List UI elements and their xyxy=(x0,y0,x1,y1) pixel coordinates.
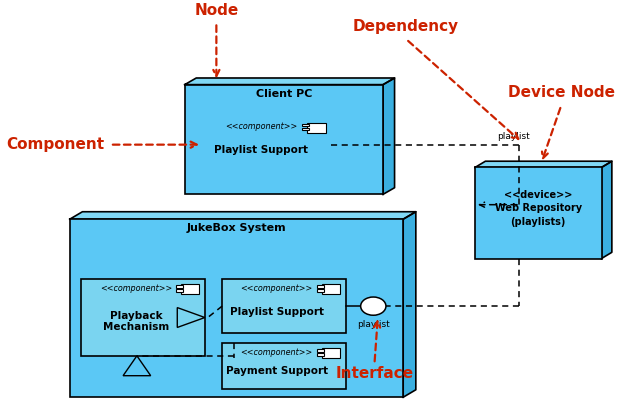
Text: Payment Support: Payment Support xyxy=(226,366,328,376)
Bar xyxy=(317,289,324,292)
Text: <<component>>: <<component>> xyxy=(240,348,313,357)
Text: Playback
Mechanism: Playback Mechanism xyxy=(103,310,169,332)
Bar xyxy=(302,123,309,126)
Text: <<component>>: <<component>> xyxy=(100,284,172,293)
Bar xyxy=(317,285,324,288)
Text: Playlist Support: Playlist Support xyxy=(230,307,324,317)
Bar xyxy=(81,279,205,356)
Text: JukeBox System: JukeBox System xyxy=(187,223,286,233)
Bar xyxy=(205,118,331,171)
Bar xyxy=(176,289,183,292)
Text: playlist: playlist xyxy=(497,131,530,141)
Bar xyxy=(322,284,340,294)
Bar xyxy=(317,349,324,352)
Text: Interface: Interface xyxy=(335,366,413,381)
Polygon shape xyxy=(475,161,612,168)
Text: Dependency: Dependency xyxy=(353,19,459,34)
Bar xyxy=(176,285,183,288)
Text: <<component>>: <<component>> xyxy=(225,122,297,131)
Text: playlist: playlist xyxy=(357,320,390,329)
Bar xyxy=(222,344,346,389)
Bar xyxy=(302,128,309,131)
Text: <<component>>: <<component>> xyxy=(240,284,313,293)
Text: Client PC: Client PC xyxy=(256,89,312,99)
Polygon shape xyxy=(403,212,416,397)
Bar xyxy=(307,123,326,133)
Bar xyxy=(70,219,403,397)
Circle shape xyxy=(361,297,386,315)
Bar xyxy=(317,353,324,356)
Bar xyxy=(181,284,199,294)
Bar xyxy=(322,348,340,358)
Text: Playlist Support: Playlist Support xyxy=(214,145,308,155)
Bar xyxy=(222,279,346,333)
Bar xyxy=(184,84,383,194)
Text: Node: Node xyxy=(194,3,238,18)
Text: Component: Component xyxy=(6,137,104,152)
Polygon shape xyxy=(70,212,416,219)
Text: <<device>>
Web Repository
(playlists): <<device>> Web Repository (playlists) xyxy=(495,190,582,227)
Polygon shape xyxy=(602,161,612,259)
Text: Device Node: Device Node xyxy=(508,85,615,100)
Bar xyxy=(475,168,602,259)
Polygon shape xyxy=(184,78,394,84)
Polygon shape xyxy=(383,78,394,194)
